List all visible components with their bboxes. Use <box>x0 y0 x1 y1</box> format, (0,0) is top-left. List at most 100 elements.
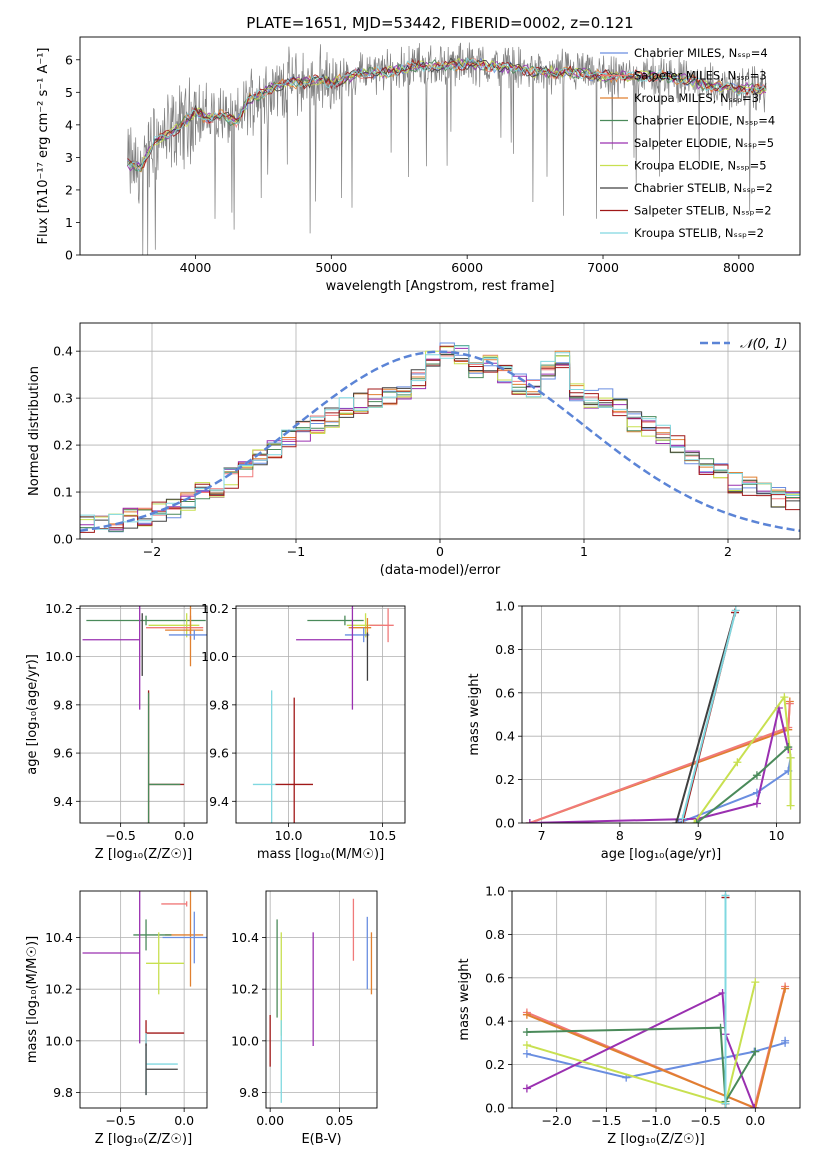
y-tick-label: 9.8 <box>239 1085 259 1100</box>
y-tick-label: 9.6 <box>53 746 73 761</box>
errorbar-point <box>145 1043 178 1096</box>
errorbar-point <box>145 1020 185 1046</box>
x-tick-label: 7 <box>538 828 546 843</box>
x-tick-label: −2.0 <box>542 1113 572 1128</box>
y-tick-label: 10.2 <box>231 982 259 997</box>
weight-point-marker <box>522 1041 531 1050</box>
plot-frame <box>79 605 208 824</box>
weight-point-marker <box>752 771 761 780</box>
y-tick-label: 1.0 <box>495 599 515 614</box>
x-tick-label: 10.0 <box>275 828 303 843</box>
legend-entry: Chabrier MILES, Nₛₛₚ=4 <box>634 46 768 60</box>
x-tick-label: 1 <box>580 544 588 559</box>
weight-point-marker <box>672 819 681 823</box>
weight-point-marker <box>781 984 790 993</box>
weight-point-marker <box>721 891 730 900</box>
legend-entry: Salpeter STELIB, Nₛₛₚ=2 <box>634 204 772 218</box>
weight-point-marker <box>522 1084 531 1093</box>
x-tick-label: 0.0 <box>174 1113 194 1128</box>
model-spectrum-line <box>127 57 767 172</box>
x-tick-label: 8000 <box>723 260 755 275</box>
gaussian-curve <box>80 350 800 533</box>
errorbar-point <box>145 1033 178 1096</box>
plot-frame <box>79 890 208 1109</box>
x-tick-label: 4000 <box>180 260 212 275</box>
weight-point-marker <box>525 819 534 823</box>
x-tick-label: 5000 <box>315 260 347 275</box>
legend-entry: Kroupa ELODIE, Nₛₛₚ=5 <box>634 159 767 173</box>
weight-point-marker <box>692 819 701 823</box>
x-tick-label: 6000 <box>451 260 483 275</box>
x-tick-label: −1.0 <box>641 1113 671 1128</box>
panel-age-vs-mass: 10.0 10.5 9.4 9.6 9.8 10.0 10.2 mass [log₁₀(M/M… <box>201 601 406 862</box>
weight-series-line <box>681 610 737 819</box>
x-tick-label: −0.5 <box>105 828 135 843</box>
x-tick-label: 10 <box>769 828 785 843</box>
errorbar-point <box>161 901 188 907</box>
y-tick-label: 10.0 <box>45 1033 73 1048</box>
weight-point-marker <box>786 753 795 762</box>
y-tick-label: 1 <box>65 215 73 230</box>
legend-entry: 𝒩(0, 1) <box>740 337 787 352</box>
weight-point-marker <box>690 819 699 823</box>
errorbar-point <box>344 627 370 643</box>
errorbar-point <box>252 690 276 823</box>
x-axis-label: Z [log₁₀(Z/Z☉)] <box>95 1132 192 1147</box>
y-tick-label: 0.4 <box>53 344 73 359</box>
x-axis-label: (data-model)/error <box>380 563 501 578</box>
y-tick-label: 1.0 <box>485 884 505 899</box>
y-tick-label: 10.0 <box>201 649 229 664</box>
weight-series-line <box>526 988 787 1108</box>
weight-point-marker <box>751 978 760 987</box>
histogram-step <box>80 342 800 533</box>
weight-series-line <box>675 612 736 823</box>
panel-weight-vs-age: 7 8 9 10 0.0 0.2 0.4 0.6 0.8 1.0 age [log₁₀(age/yr… <box>467 599 801 862</box>
plot-frame <box>265 890 378 1109</box>
errorbar-point <box>82 606 141 710</box>
weight-point-marker <box>780 693 789 702</box>
x-tick-label: 0 <box>436 544 444 559</box>
y-tick-label: 0.8 <box>485 927 505 942</box>
legend: 𝒩(0, 1) <box>700 337 787 352</box>
plot-frame <box>79 322 801 540</box>
plot-area <box>512 891 800 1108</box>
weight-point-marker <box>781 1036 790 1045</box>
y-tick-label: 4 <box>65 117 73 132</box>
weight-point-marker <box>733 758 742 767</box>
plot-area <box>266 891 377 1108</box>
weight-series-line <box>529 707 790 823</box>
y-tick-label: 9.8 <box>209 697 229 712</box>
y-tick-label: 10.4 <box>231 930 259 945</box>
x-axis-label: E(B-V) <box>301 1132 341 1147</box>
weight-point-marker <box>751 1104 760 1108</box>
plot-area <box>80 323 800 539</box>
x-tick-label: −2 <box>143 544 161 559</box>
plot-frame <box>235 605 406 824</box>
y-tick-label: 0.2 <box>485 1057 505 1072</box>
model-spectrum-line <box>127 58 767 171</box>
histogram-step <box>80 347 800 531</box>
x-tick-label: 0.0 <box>174 828 194 843</box>
plot-frame <box>79 36 801 256</box>
legend-entry: Salpeter MILES, Nₛₛₚ=3 <box>634 69 767 83</box>
y-axis-label: age [log₁₀(age/yr)] <box>25 654 40 775</box>
y-tick-label: 10.2 <box>201 601 229 616</box>
plot-frame <box>521 605 801 824</box>
plot-area <box>522 606 800 823</box>
weight-point-marker <box>522 1028 531 1037</box>
weight-point-marker <box>752 799 761 808</box>
errorbar-point <box>82 891 141 1044</box>
weight-point-marker <box>751 1047 760 1056</box>
y-tick-label: 0.4 <box>485 1014 505 1029</box>
x-tick-label: 8 <box>616 828 624 843</box>
legend-entry: Kroupa STELIB, Nₛₛₚ=2 <box>634 226 764 240</box>
y-tick-label: 10.0 <box>231 1033 259 1048</box>
y-tick-label: 0.0 <box>495 816 515 831</box>
y-tick-label: 6 <box>65 52 73 67</box>
chart-title: PLATE=1651, MJD=53442, FIBERID=0002, z=0… <box>246 14 633 32</box>
y-tick-label: 9.8 <box>53 1085 73 1100</box>
panel-mass-vs-Z: −0.5 0.0 9.8 10.0 10.2 10.4 Z [log₁₀(Z/Z☉)] mas… <box>25 890 208 1147</box>
y-tick-label: 9.4 <box>53 794 73 809</box>
y-tick-label: 9.4 <box>209 794 229 809</box>
